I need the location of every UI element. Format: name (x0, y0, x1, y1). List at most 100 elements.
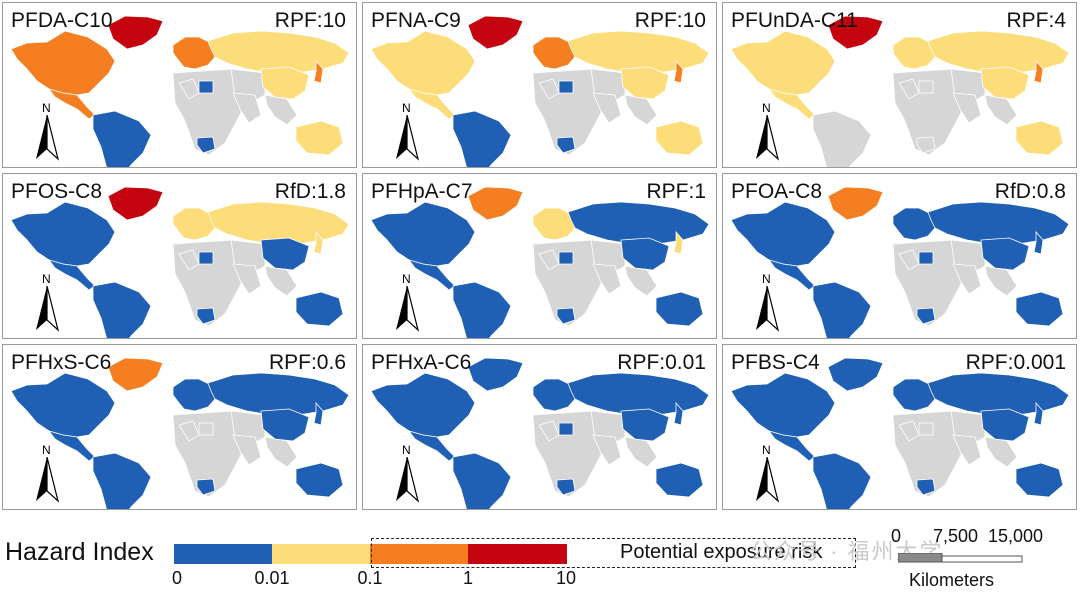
region-north-america (730, 372, 836, 438)
region-australia (295, 291, 344, 327)
region-central-america (767, 259, 816, 291)
panel-title: PFDA-C10 (11, 9, 113, 32)
region-south-africa (196, 136, 216, 154)
region-east-asia (260, 237, 310, 271)
region-east-asia (980, 237, 1030, 271)
legend-bin-1 (272, 544, 370, 564)
north-label: N (762, 272, 771, 286)
region-north-america (10, 372, 116, 438)
region-japan (1033, 59, 1044, 84)
region-russia (567, 372, 710, 416)
region-australia (655, 120, 704, 156)
region-russia (567, 30, 710, 74)
region-east-asia (260, 408, 310, 442)
region-russia (927, 372, 1070, 416)
region-north-africa-spot (918, 80, 934, 94)
legend-tick: 10 (555, 568, 577, 588)
north-arrow-icon: N (33, 443, 63, 503)
map-panel: PFHxS-C6 RPF:0.6 N (2, 344, 357, 510)
panel-title: PFOS-C8 (11, 180, 103, 203)
north-arrow-icon: N (393, 443, 423, 503)
region-north-africa-spot (198, 251, 214, 265)
region-greenland (107, 15, 164, 50)
region-north-africa-spot (918, 422, 934, 436)
north-label: N (402, 101, 411, 115)
region-greenland (467, 15, 524, 50)
scale-label-0: 0 (891, 526, 902, 546)
north-arrow-icon: N (753, 101, 783, 161)
region-japan (313, 401, 324, 426)
region-europe (532, 378, 576, 412)
region-central-america (47, 88, 96, 120)
region-south-africa (196, 307, 216, 325)
region-japan (673, 401, 684, 426)
region-north-africa-spot (558, 251, 574, 265)
panel-title: PFOA-C8 (731, 180, 823, 203)
region-south-africa (916, 307, 936, 325)
region-south-america (812, 281, 872, 338)
north-arrow-icon: N (753, 272, 783, 332)
region-australia (1015, 462, 1064, 498)
region-south-america (812, 452, 872, 509)
region-south-africa (556, 136, 576, 154)
map-panel: PFOA-C8 RfD:0.8 N (722, 173, 1077, 339)
north-label: N (42, 272, 51, 286)
north-arrow-icon: N (393, 272, 423, 332)
region-north-africa-spot (198, 80, 214, 94)
north-arrow-icon: N (33, 101, 63, 161)
map-panel: PFOS-C8 RfD:1.8 N (2, 173, 357, 339)
region-central-america (767, 88, 816, 120)
region-south-america (452, 452, 512, 509)
region-east-asia (980, 408, 1030, 442)
region-japan (1033, 401, 1044, 426)
panel-rpf: RPF:10 (634, 9, 706, 32)
map-panel: PFHxA-C6 RPF:0.01 N (362, 344, 717, 510)
legend-tick: 1 (462, 568, 474, 588)
panel-title: PFUnDA-C11 (731, 9, 858, 32)
panel-rpf: RPF:0.6 (268, 351, 346, 374)
region-east-asia (980, 66, 1030, 100)
north-label: N (762, 443, 771, 457)
region-north-africa-spot (558, 422, 574, 436)
region-south-america (92, 110, 152, 167)
region-europe (892, 207, 936, 241)
region-north-africa-spot (198, 422, 214, 436)
region-south-america (92, 281, 152, 338)
legend-title: Hazard Index (5, 538, 154, 566)
region-south-africa (916, 136, 936, 154)
north-arrow-icon: N (393, 101, 423, 161)
panel-title: PFHpA-C7 (371, 180, 473, 203)
exposure-risk-box (371, 538, 856, 568)
north-label: N (402, 272, 411, 286)
region-east-asia (620, 408, 670, 442)
region-north-africa-spot (918, 251, 934, 265)
region-australia (295, 120, 344, 156)
region-australia (1015, 120, 1064, 156)
region-central-america (407, 88, 456, 120)
region-europe (892, 36, 936, 70)
map-panel: PFNA-C9 RPF:10 N (362, 2, 717, 168)
region-greenland (467, 357, 524, 392)
region-central-america (47, 259, 96, 291)
panel-title: PFNA-C9 (371, 9, 461, 32)
legend-tick: 0.1 (357, 568, 383, 588)
scale-label-2: 15,000 (988, 526, 1044, 546)
region-europe (172, 36, 216, 70)
region-central-america (407, 430, 456, 462)
region-greenland (107, 186, 164, 221)
region-greenland (827, 186, 884, 221)
scale-label-1: 7,500 (933, 526, 979, 546)
north-label: N (402, 443, 411, 457)
region-russia (927, 201, 1070, 245)
region-north-africa-spot (558, 80, 574, 94)
region-north-america (730, 201, 836, 267)
region-east-asia (260, 66, 310, 100)
panel-rpf: RfD:0.8 (994, 180, 1066, 203)
panel-rpf: RPF:4 (1006, 9, 1066, 32)
region-south-america (92, 452, 152, 509)
legend-bin-0 (174, 544, 272, 564)
region-greenland (827, 15, 884, 50)
region-south-america (452, 110, 512, 167)
region-japan (1033, 230, 1044, 255)
region-south-africa (556, 478, 576, 496)
